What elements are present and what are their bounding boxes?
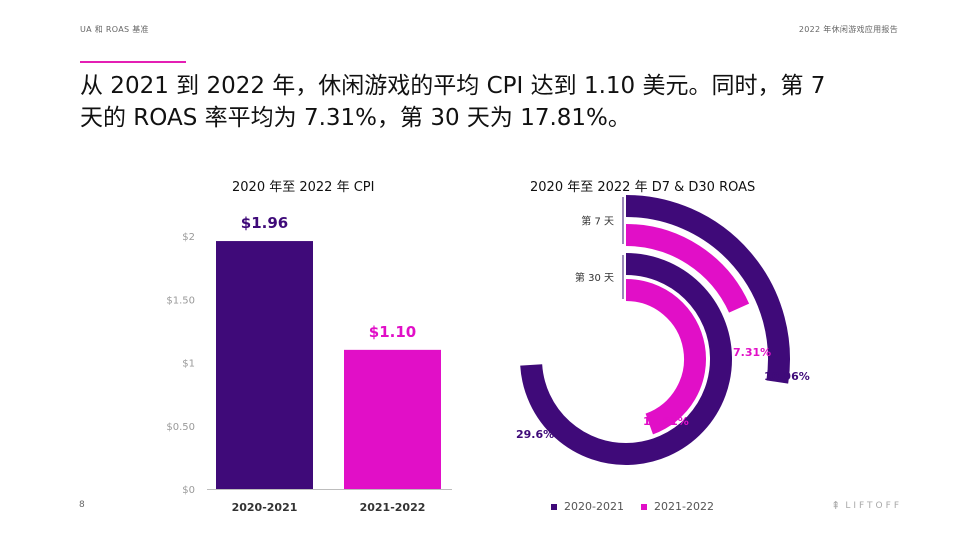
- x-tick-label: 2020-2021: [232, 501, 298, 514]
- legend-label: 2020-2021: [564, 500, 624, 513]
- y-tick-label: $1.50: [166, 295, 195, 306]
- cpi-bar-2020-2021: [216, 241, 313, 489]
- roas-arc-2021-2022-d30: [625, 279, 706, 435]
- rocket-icon: ⇞: [831, 499, 841, 512]
- roas-arc-2020-2021-d30: [520, 253, 732, 465]
- roas-group-label: 第 30 天: [575, 271, 614, 284]
- cpi-bar-value-label: $1.96: [241, 214, 288, 232]
- logo-wordmark: LIFTOFF: [845, 500, 902, 511]
- header-report-title: 2022 年休闲游戏应用报告: [798, 25, 898, 34]
- roas-chart-title: 2020 年至 2022 年 D7 & D30 ROAS: [530, 180, 756, 195]
- legend-swatch: [551, 503, 557, 510]
- roas-value-label: 10.96%: [764, 370, 810, 383]
- y-tick-label: $0: [182, 485, 195, 496]
- slide-title-line-2: 天的 ROAS 率平均为 7.31%，第 30 天为 17.81%。: [80, 105, 631, 131]
- cpi-bar-2021-2022: [344, 349, 441, 489]
- x-tick-label: 2021-2022: [360, 501, 426, 514]
- y-tick-label: $2: [182, 232, 195, 243]
- cpi-chart-title: 2020 年至 2022 年 CPI: [232, 180, 375, 195]
- slide-title-line-1: 从 2021 到 2022 年，休闲游戏的平均 CPI 达到 1.10 美元。同…: [80, 73, 826, 99]
- y-tick-label: $0.50: [166, 422, 195, 433]
- legend-swatch: [641, 503, 647, 510]
- y-tick-label: $1: [182, 359, 195, 370]
- slide-title: 从 2021 到 2022 年，休闲游戏的平均 CPI 达到 1.10 美元。同…: [80, 70, 880, 134]
- title-accent-line: [80, 61, 186, 63]
- liftoff-logo: ⇞ LIFTOFF: [831, 499, 902, 512]
- roas-value-label: 7.31%: [733, 346, 771, 359]
- page-number: 8: [79, 500, 85, 510]
- roas-value-label: 17.81%: [643, 415, 689, 428]
- legend-label: 2021-2022: [654, 500, 714, 513]
- header-section-label: UA 和 ROAS 基准: [80, 25, 149, 34]
- legend-item-2020-2021: 2020-2021: [551, 500, 624, 513]
- roas-group-label: 第 7 天: [581, 215, 614, 228]
- roas-arc-2020-2021-d7: [625, 195, 790, 384]
- roas-arc-2021-2022-d7: [625, 224, 750, 313]
- legend-item-2021-2022: 2021-2022: [641, 500, 714, 513]
- cpi-bar-value-label: $1.10: [369, 323, 416, 341]
- roas-value-label: 29.6%: [516, 428, 554, 441]
